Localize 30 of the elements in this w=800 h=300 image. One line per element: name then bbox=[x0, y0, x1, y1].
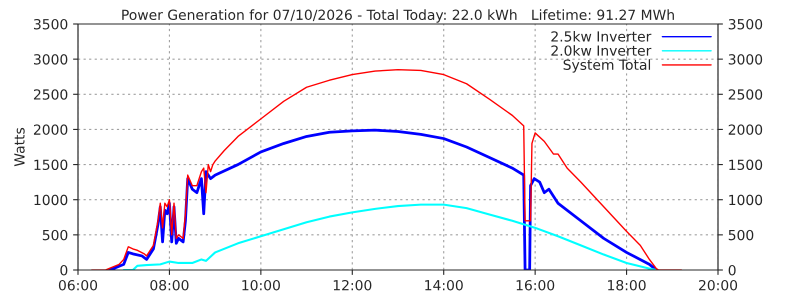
legend-label: 2.5kw Inverter bbox=[551, 30, 652, 42]
y2-tick-label: 3000 bbox=[728, 54, 762, 65]
x-tick-label: 06:00 bbox=[58, 280, 98, 290]
x-tick-label: 16:00 bbox=[516, 280, 554, 290]
x-tick-label: 20:00 bbox=[699, 280, 738, 290]
y-tick-label: 500 bbox=[42, 230, 68, 240]
y2-tick-label: 3500 bbox=[728, 18, 762, 30]
legend-label: 2.0kw Inverter bbox=[551, 45, 652, 56]
y2-tick-label: 2500 bbox=[728, 89, 762, 100]
x-tick-label: 18:00 bbox=[608, 280, 646, 290]
y-tick-label: 1500 bbox=[34, 160, 68, 170]
y-axis-title: Watts bbox=[14, 128, 25, 166]
y2-tick-label: 2000 bbox=[728, 124, 762, 135]
x-tick-label: 08:00 bbox=[150, 280, 189, 290]
y-tick-label: 0 bbox=[60, 264, 68, 276]
x-tick-label: 12:00 bbox=[334, 280, 372, 290]
y2-tick-label: 1500 bbox=[729, 160, 762, 170]
y-tick-label: 2500 bbox=[34, 89, 68, 100]
chart-title: Power Generation for 07/10/2026 - Total Today: 22.0 kWh Lifetime: 91.27 MWh bbox=[122, 9, 674, 23]
x-tick-label: 14:00 bbox=[425, 280, 463, 290]
y2-tick-label: 1000 bbox=[729, 194, 762, 206]
line-series bbox=[122, 204, 658, 270]
y-tick-label: 3500 bbox=[34, 18, 68, 30]
y2-tick-label: 500 bbox=[728, 230, 754, 240]
y-tick-label: 3000 bbox=[34, 54, 68, 65]
legend-label: System Total bbox=[564, 59, 650, 73]
y-tick-label: 1000 bbox=[34, 194, 68, 206]
y2-tick-label: 0 bbox=[728, 264, 736, 276]
y-tick-label: 2000 bbox=[34, 124, 68, 135]
x-tick-label: 10:00 bbox=[242, 280, 280, 290]
